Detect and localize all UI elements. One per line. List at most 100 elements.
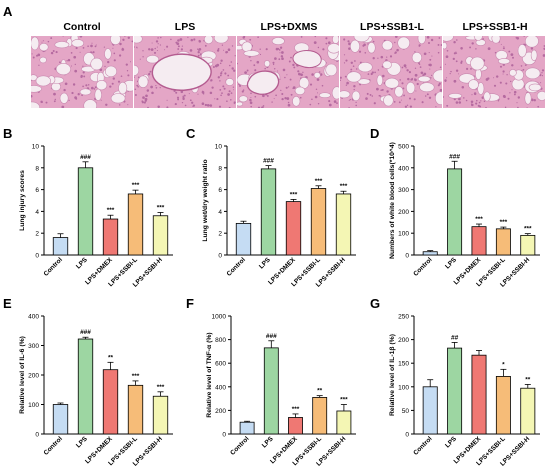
y-tick-label: 600 <box>215 361 226 368</box>
nucleus-dot <box>410 78 413 81</box>
nucleus-dot <box>262 105 265 107</box>
nucleus-dot <box>112 47 114 49</box>
alveolus-space <box>443 42 448 50</box>
nucleus-dot <box>40 100 43 104</box>
nucleus-dot <box>180 90 184 94</box>
nucleus-dot <box>148 72 151 75</box>
nucleus-dot <box>257 36 259 38</box>
nucleus-dot <box>537 105 540 108</box>
alveolus-space <box>292 96 301 107</box>
nucleus-dot <box>510 53 514 56</box>
nucleus-dot <box>394 41 396 44</box>
nucleus-dot <box>399 79 401 81</box>
nucleus-dot <box>272 63 275 66</box>
nucleus-dot <box>363 43 366 47</box>
y-axis-label: Numbers of white blood cells(*10^4) <box>388 142 396 259</box>
chart-f-tnf: 0 200 400 600 800 1000 Relative level of TNF-α… <box>206 314 356 468</box>
nucleus-dot <box>212 66 215 68</box>
nucleus-dot <box>262 94 265 98</box>
nucleus-dot <box>281 51 284 54</box>
nucleus-dot <box>284 96 287 100</box>
nucleus-dot <box>389 55 393 58</box>
nucleus-dot <box>465 99 468 102</box>
nucleus-dot <box>176 42 180 46</box>
nucleus-dot <box>503 95 506 98</box>
alveolus-space <box>383 94 394 107</box>
nucleus-dot <box>429 68 431 70</box>
significance-label: *** <box>290 191 298 198</box>
nucleus-dot <box>366 92 369 95</box>
alveolus-space <box>318 92 331 99</box>
nucleus-dot <box>221 92 223 94</box>
nucleus-dot <box>526 107 528 108</box>
nucleus-dot <box>316 78 320 81</box>
alveolus-space <box>525 36 539 48</box>
nucleus-dot <box>506 74 508 76</box>
nucleus-dot <box>50 37 53 40</box>
nucleus-dot <box>510 80 512 83</box>
nucleus-dot <box>507 97 510 100</box>
nucleus-dot <box>250 60 252 62</box>
histology-svg-lps-ssb1-h <box>443 36 545 108</box>
nucleus-dot <box>413 98 416 101</box>
nucleus-dot <box>160 36 162 39</box>
nucleus-dot <box>380 89 383 92</box>
nucleus-dot <box>246 69 249 72</box>
nucleus-dot <box>302 71 304 73</box>
nucleus-dot <box>156 46 158 48</box>
nucleus-dot <box>401 66 404 69</box>
nucleus-dot <box>409 80 411 82</box>
nucleus-dot <box>193 38 196 41</box>
nucleus-dot <box>271 101 273 103</box>
bar <box>152 395 169 435</box>
nucleus-dot <box>92 51 95 54</box>
nucleus-dot <box>502 70 505 73</box>
nucleus-dot <box>214 64 218 68</box>
nucleus-dot <box>379 95 382 97</box>
nucleus-dot <box>113 59 116 62</box>
bar <box>102 218 119 256</box>
nucleus-dot <box>74 69 78 73</box>
alveolus-space <box>134 64 140 76</box>
nucleus-dot <box>437 84 440 87</box>
bar <box>447 347 463 435</box>
nucleus-dot <box>166 45 169 48</box>
y-tick-label: 10 <box>215 144 223 151</box>
nucleus-dot <box>288 60 291 63</box>
nucleus-dot <box>211 86 214 89</box>
nucleus-dot <box>438 82 441 85</box>
nucleus-dot <box>222 85 225 88</box>
y-tick-label: 400 <box>215 384 226 391</box>
nucleus-dot <box>241 90 244 93</box>
nucleus-dot <box>423 52 427 56</box>
x-tick-label: LPS <box>444 435 458 449</box>
nucleus-dot <box>373 102 376 105</box>
alveolus-space <box>483 91 491 102</box>
nucleus-dot <box>148 48 151 51</box>
nucleus-dot <box>517 106 519 108</box>
nucleus-dot <box>495 75 499 78</box>
alveolus-space <box>35 75 51 87</box>
nucleus-dot <box>75 97 78 100</box>
nucleus-dot <box>131 40 133 43</box>
alveolus-space <box>31 101 40 108</box>
nucleus-dot <box>79 36 83 38</box>
nucleus-dot <box>184 104 187 107</box>
alveolus-space <box>225 78 234 86</box>
nucleus-dot <box>456 39 458 41</box>
nucleus-dot <box>100 99 102 101</box>
nucleus-dot <box>280 89 282 92</box>
bar <box>422 386 438 435</box>
alveolus-space <box>524 92 532 105</box>
y-axis-label: Relative level of TNF-α (%) <box>206 332 213 417</box>
nucleus-dot <box>340 79 342 82</box>
nucleus-dot <box>129 61 132 63</box>
nucleus-dot <box>157 105 160 108</box>
nucleus-dot <box>469 46 472 49</box>
nucleus-dot <box>53 92 56 96</box>
nucleus-dot <box>502 73 504 75</box>
nucleus-dot <box>166 106 169 108</box>
bar <box>285 201 302 256</box>
nucleus-dot <box>475 48 477 50</box>
nucleus-dot <box>348 47 351 50</box>
